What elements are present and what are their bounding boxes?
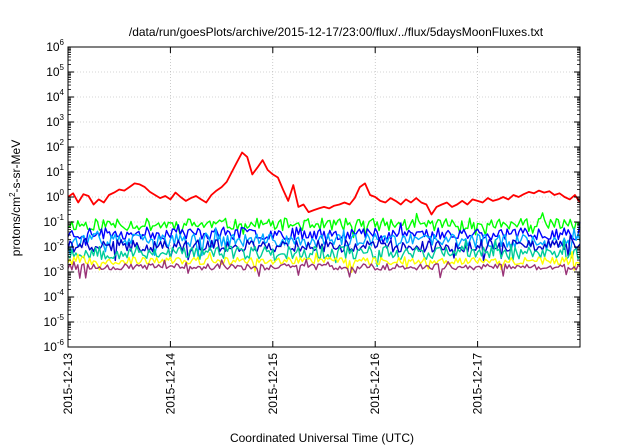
y-tick-label: 105 — [46, 63, 64, 79]
y-tick-exp: -1 — [57, 213, 65, 222]
y-tick-base: 10 — [46, 65, 60, 79]
y-tick-exp: -5 — [57, 313, 65, 322]
y-tick-label: 10-5 — [44, 313, 65, 329]
y-tick-base: 10 — [46, 190, 60, 204]
y-tick-base: 10 — [44, 265, 58, 279]
y-axis: 10610510410310210110010-110-210-310-410-… — [44, 38, 580, 354]
y-tick-label: 10-4 — [44, 288, 65, 304]
x-axis-label: Coordinated Universal Time (UTC) — [230, 431, 414, 445]
y-tick-label: 10-3 — [44, 263, 65, 279]
y-tick-exp: 6 — [60, 38, 65, 47]
y-tick-exp: 3 — [60, 113, 65, 122]
y-axis-label-post: -s-sr-MeV — [9, 140, 23, 193]
series-group — [67, 151, 581, 279]
series-line-2 — [67, 222, 581, 246]
x-tick-label: 2015-12-17 — [471, 353, 485, 415]
y-tick-exp: 5 — [60, 63, 65, 72]
y-tick-label: 10-2 — [44, 238, 65, 254]
y-tick-label: 101 — [46, 163, 64, 179]
y-tick-base: 10 — [44, 340, 58, 354]
x-tick-label: 2015-12-16 — [368, 353, 382, 415]
y-tick-base: 10 — [46, 140, 60, 154]
y-tick-label: 102 — [46, 138, 64, 154]
series-line-0 — [67, 151, 581, 216]
y-tick-exp: -4 — [57, 288, 65, 297]
y-tick-exp: -3 — [57, 263, 65, 272]
y-tick-exp: 0 — [60, 188, 65, 197]
y-tick-base: 10 — [44, 315, 58, 329]
y-axis-label-pre: protons/cm — [9, 197, 23, 256]
x-tick-label: 2015-12-14 — [163, 353, 177, 415]
y-tick-base: 10 — [46, 165, 60, 179]
chart-title: /data/run/goesPlots/archive/2015-12-17/2… — [129, 25, 544, 39]
y-tick-base: 10 — [44, 240, 58, 254]
y-tick-base: 10 — [44, 290, 58, 304]
y-tick-exp: 4 — [60, 88, 65, 97]
series-line-6 — [67, 250, 581, 273]
y-tick-base: 10 — [46, 115, 60, 129]
series-line-7 — [67, 258, 581, 279]
x-axis: 2015-12-13 2015-12-14 2015-12-15 2015-12-16… — [61, 47, 485, 414]
y-axis-label: protons/cm2-s-sr-MeV — [8, 140, 23, 256]
y-tick-label: 10-6 — [44, 338, 65, 354]
y-tick-exp: -2 — [57, 238, 65, 247]
y-tick-label: 104 — [46, 88, 64, 104]
y-tick-base: 10 — [46, 90, 60, 104]
x-tick-label: 2015-12-15 — [266, 353, 280, 415]
x-tick-label: 2015-12-13 — [61, 353, 75, 415]
y-tick-label: 103 — [46, 113, 64, 129]
y-tick-label: 100 — [46, 188, 64, 204]
series-line-5 — [67, 239, 581, 268]
y-tick-exp: -6 — [57, 338, 65, 347]
y-tick-exp: 1 — [60, 163, 65, 172]
series-line-1 — [67, 212, 581, 239]
y-tick-base: 10 — [46, 40, 60, 54]
y-tick-label: 106 — [46, 38, 64, 54]
y-axis-label-sup: 2 — [8, 192, 17, 197]
y-tick-base: 10 — [44, 215, 58, 229]
y-tick-label: 10-1 — [44, 213, 65, 229]
y-tick-exp: 2 — [60, 138, 65, 147]
